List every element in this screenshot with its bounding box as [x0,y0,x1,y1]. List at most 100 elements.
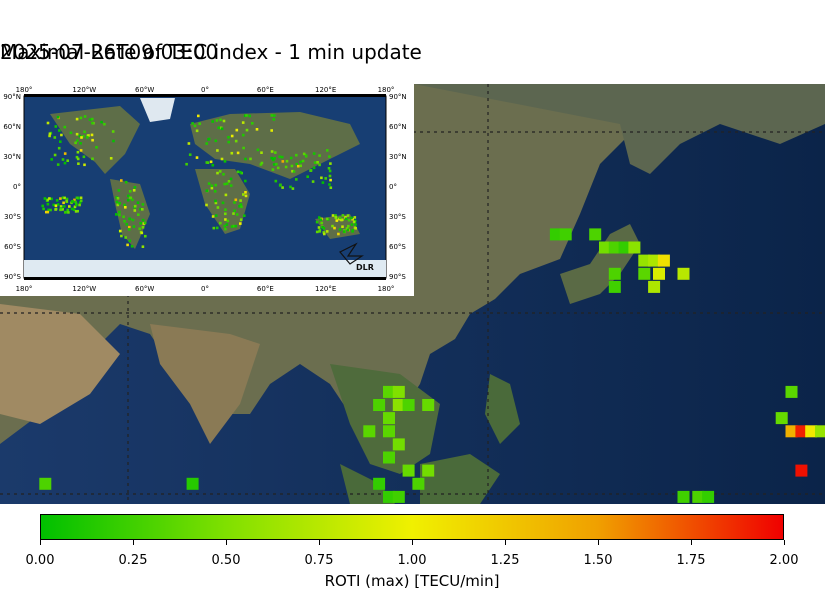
inset-roti-dot [57,146,61,150]
colorbar-tick-label: 0.50 [211,553,241,568]
inset-roti-dot [215,226,219,230]
colorbar-tick-mark [691,540,692,545]
inset-roti-dot [52,203,55,207]
borneo-landmass [420,454,500,504]
inset-roti-dot [74,210,78,213]
inset-roti-dot [322,227,326,230]
inset-roti-dot [211,215,215,218]
inset-roti-dot [74,200,77,204]
inset-roti-dot [141,203,145,206]
colorbar-tick-mark [784,540,785,545]
inset-roti-dot [290,164,294,168]
inset-greenland [140,98,175,122]
colorbar-tick-label: 1.25 [490,553,520,568]
roti-cell [549,228,562,241]
inset-roti-dot [91,117,94,121]
inset-roti-dot [144,234,147,238]
inset-roti-dot [274,151,277,154]
inset-roti-dot [217,126,220,130]
inset-roti-dot [236,151,240,155]
inset-roti-dot [82,155,86,159]
inset-roti-dot [328,183,331,186]
inset-lat-tick-label: 90°N [3,93,21,101]
inset-roti-dot [224,212,227,216]
inset-roti-dot [91,138,94,142]
inset-roti-dot [216,149,219,152]
inset-roti-dot [214,201,218,205]
inset-roti-dot [284,165,288,169]
inset-roti-dot [115,200,119,204]
inset-lat-tick-label: 90°S [389,273,406,281]
philippines-landmass [485,374,520,444]
roti-cell [383,451,395,464]
inset-roti-dot [61,196,65,199]
colorbar-label: ROTI (max) [TECU/min] [324,572,500,590]
inset-roti-dot [207,182,211,185]
inset-roti-dot [49,208,52,212]
inset-roti-dot [323,232,326,236]
roti-cell [608,267,621,280]
inset-roti-dot [255,128,259,131]
inset-roti-dot [329,162,332,165]
inset-roti-dot [215,119,219,122]
inset-lon-tick-label: 180° [378,86,395,94]
inset-lon-tick-label: 180° [378,285,395,293]
colorbar-tick-mark [598,540,599,545]
inset-roti-dot [62,205,66,208]
inset-roti-dot [188,153,192,156]
inset-roti-dot [248,114,251,118]
inset-roti-dot [239,203,243,206]
inset-roti-dot [326,149,329,152]
inset-roti-dot [289,185,292,189]
roti-cell [638,254,651,267]
dlr-logo-text: DLR [356,263,374,272]
colorbar-tick-label: 1.00 [397,553,427,568]
inset-lon-ticks-bottom: 180° 120°W 60°W 0° 60°E 120°E 180° [16,285,395,293]
inset-roti-dot [232,224,235,228]
inset-roti-dot [66,159,69,162]
inset-roti-dot [274,179,278,183]
roti-cell [392,490,405,503]
inset-roti-dot [325,230,329,233]
inset-roti-dot [143,221,147,225]
inset-roti-dot [230,134,234,138]
roti-cell [775,412,788,425]
inset-roti-dot [111,130,115,133]
roti-cell [402,464,415,477]
timestamp: 2025-07-26T09:03:00 [0,40,219,64]
inset-roti-dot [75,155,79,159]
inset-roti-dot [193,124,197,128]
inset-roti-dot [132,225,136,228]
inset-roti-dot [116,203,120,207]
inset-roti-dot [117,189,121,192]
inset-lon-tick-label: 180° [16,86,33,94]
inset-roti-dot [276,166,280,170]
inset-roti-dot [43,197,47,200]
inset-roti-dot [318,154,321,157]
inset-roti-dot [273,114,276,117]
inset-roti-dot [72,208,76,211]
inset-roti-dot [244,157,247,161]
inset-roti-dot [220,157,224,161]
inset-roti-dot [210,184,214,188]
roti-cell [638,267,651,280]
roti-cell [785,385,798,398]
inset-roti-dot [227,180,231,183]
asia-landmass [0,84,640,444]
inset-roti-dot [270,150,274,153]
inset-roti-dot [344,217,348,221]
inset-roti-dot [230,225,234,228]
inset-roti-dot [103,122,106,126]
inset-roti-dot [338,216,342,220]
inset-lon-tick-label: 180° [16,285,33,293]
inset-roti-dot [236,170,240,174]
roti-cell [677,490,690,503]
inset-roti-dot [350,223,354,226]
inset-roti-dot [133,186,137,189]
inset-roti-dot [124,236,127,239]
inset-roti-dot [333,226,336,230]
inset-lat-ticks-right: 90°N 60°N 30°N 0° 30°S 60°S 90°S [389,93,407,281]
inset-roti-dot [54,204,58,207]
inset-roti-dot [251,122,254,125]
inset-roti-dot [140,231,144,235]
